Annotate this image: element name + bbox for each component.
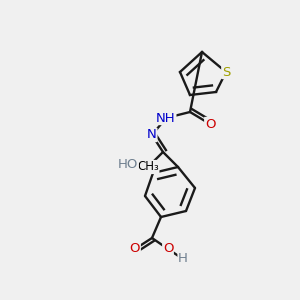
Text: O: O <box>205 118 215 130</box>
Text: S: S <box>222 65 230 79</box>
Text: HO: HO <box>118 158 138 172</box>
Text: O: O <box>163 242 173 256</box>
Text: H: H <box>178 253 188 266</box>
Text: N: N <box>147 128 157 142</box>
Text: O: O <box>130 242 140 256</box>
Text: NH: NH <box>156 112 176 124</box>
Text: CH₃: CH₃ <box>137 160 159 173</box>
